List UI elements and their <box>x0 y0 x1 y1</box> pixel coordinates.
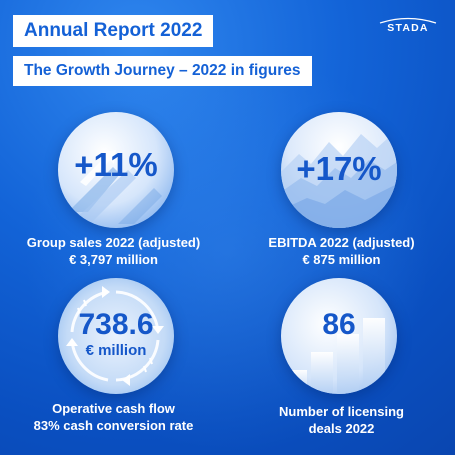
ebitda-caption-line1: EBITDA 2022 (adjusted) <box>268 235 415 250</box>
page-subtitle-box: The Growth Journey – 2022 in figures <box>13 56 312 86</box>
licensing-deals-value: 86 <box>322 308 356 341</box>
stada-logo: STADA <box>376 16 440 40</box>
cashflow-caption-line1: Operative cash flow <box>52 401 175 416</box>
ebitda-caption-line2: € 875 million <box>302 252 381 267</box>
mountain-chart-icon <box>281 112 397 228</box>
page-title-box: Annual Report 2022 <box>13 15 214 47</box>
sales-caption-line1: Group sales 2022 (adjusted) <box>26 235 201 250</box>
licensing-caption-line1: Number of licensing <box>279 404 404 419</box>
licensing-caption: Number of licensing deals 2022 <box>228 403 455 437</box>
logo-swoosh-icon <box>379 17 437 24</box>
cashflow-circle: 738.6 € million <box>58 278 174 394</box>
licensing-circle: 86 <box>281 278 397 394</box>
licensing-caption-line2: deals 2022 <box>308 421 375 436</box>
ebitda-caption: EBITDA 2022 (adjusted) € 875 million <box>228 234 455 268</box>
cycle-arrows-icon <box>58 278 174 394</box>
sales-caption-line2: € 3,797 million <box>69 252 158 267</box>
bar-chart-icon <box>281 278 397 394</box>
cashflow-caption-line2: 83% cash conversion rate <box>33 418 194 433</box>
ebitda-growth-value: +17% <box>296 150 382 187</box>
sales-growth-value: +11% <box>74 146 158 183</box>
cashflow-caption: Operative cash flow 83% cash conversion … <box>0 400 227 434</box>
cashflow-unit: € million <box>85 342 147 359</box>
cashflow-value: 738.6 <box>78 308 154 341</box>
page-subtitle: The Growth Journey – 2022 in figures <box>24 62 301 79</box>
sales-caption: Group sales 2022 (adjusted) € 3,797 mill… <box>0 234 227 268</box>
ebitda-circle: +17% <box>281 112 397 228</box>
page-title: Annual Report 2022 <box>24 20 203 41</box>
logo-text: STADA <box>387 22 429 34</box>
growth-arrows-icon <box>58 112 174 228</box>
sales-circle: +11% <box>58 112 174 228</box>
